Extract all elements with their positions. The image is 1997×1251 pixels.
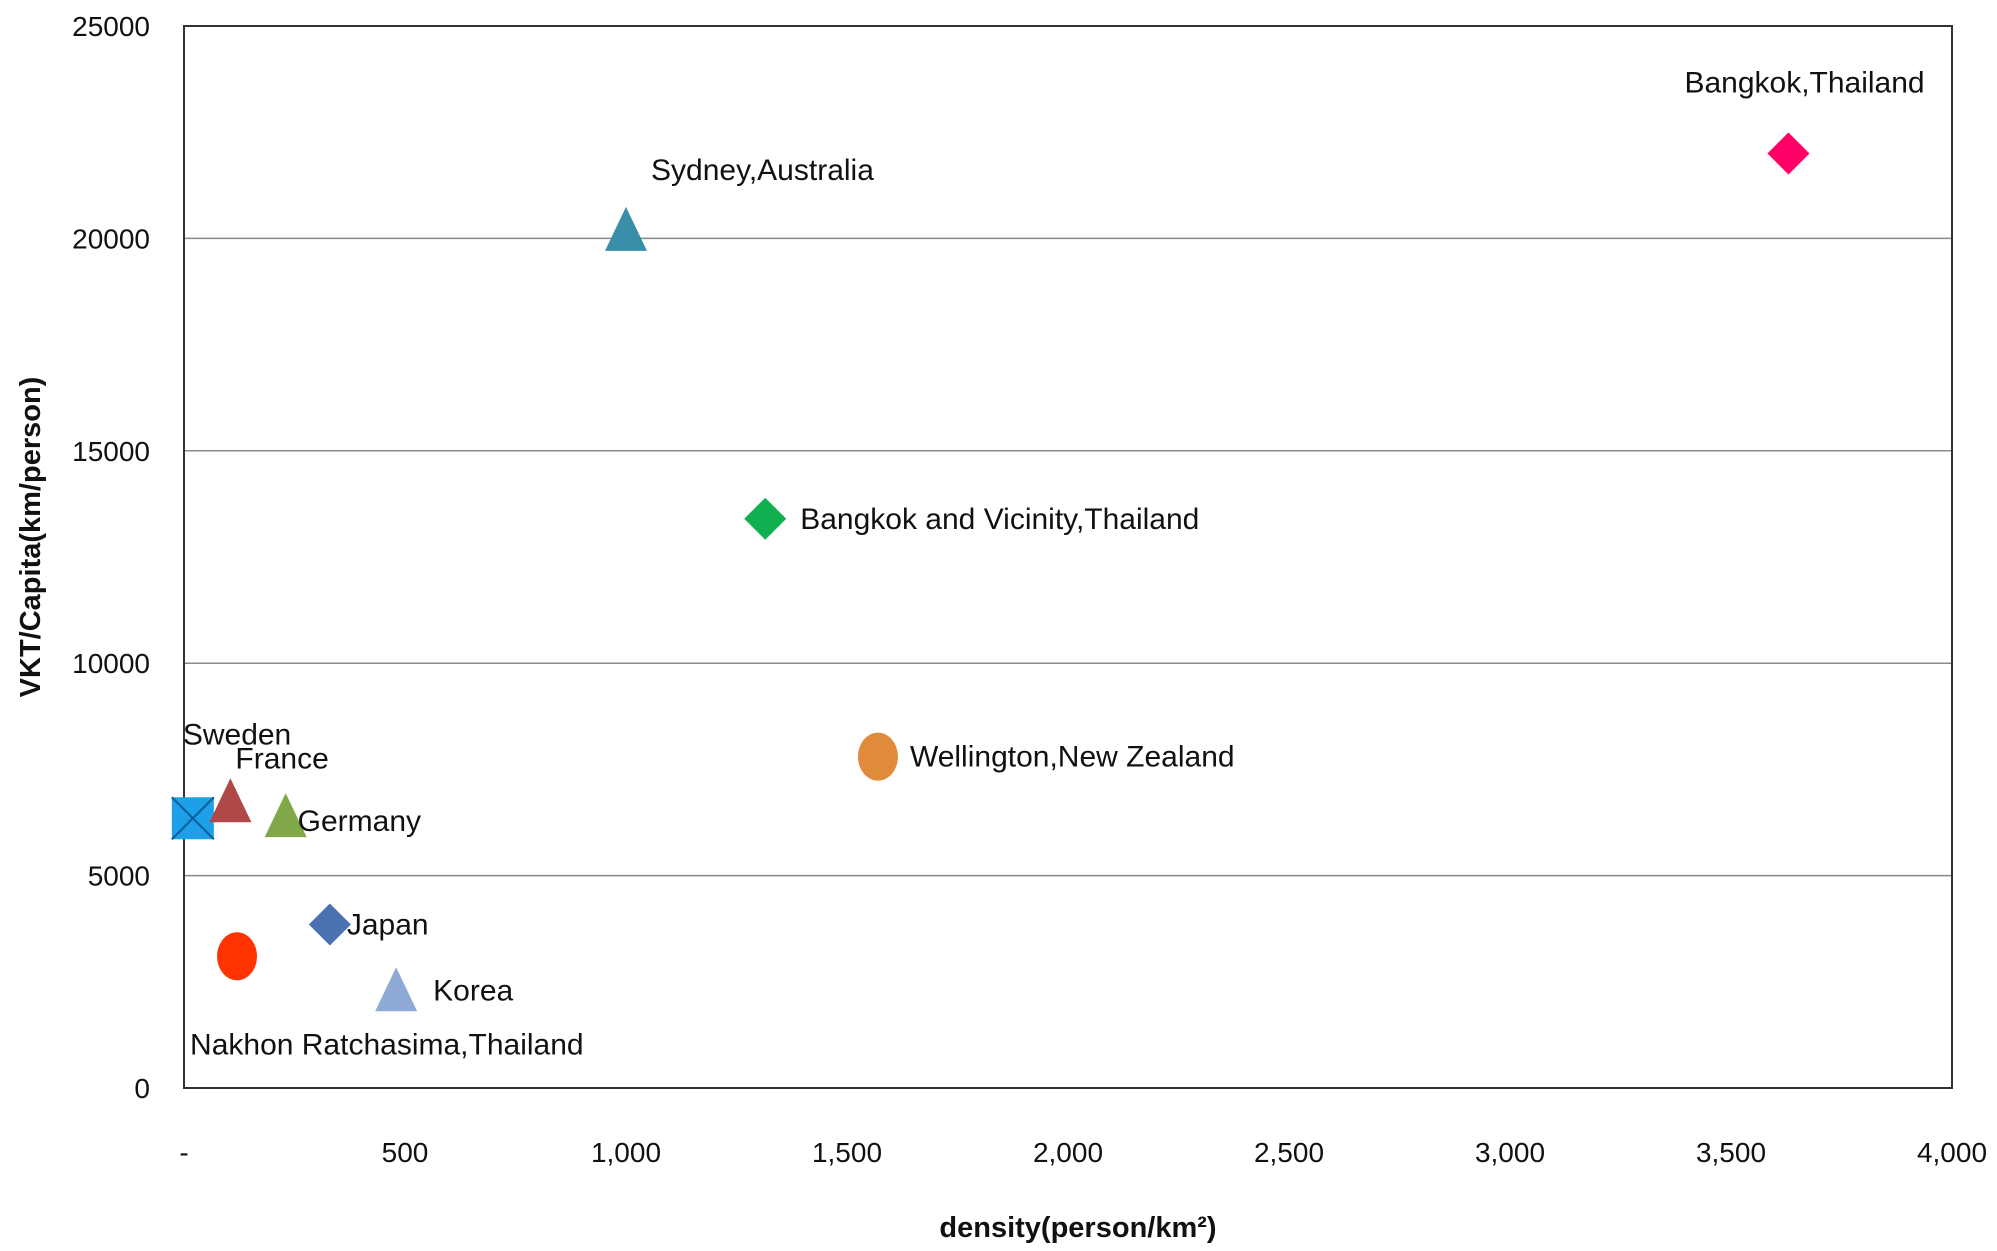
data-label: Korea: [433, 974, 513, 1007]
data-point-korea: [375, 967, 418, 1012]
data-point-bangkok-thailand: [1767, 132, 1810, 175]
x-axis-title: density(person/km²): [939, 1212, 1216, 1244]
y-axis-title: VKT/Capita(km/person): [15, 377, 47, 698]
data-label: Japan: [347, 908, 429, 941]
data-label: Bangkok,Thailand: [1684, 66, 1924, 99]
x-tick-label: 4,000: [1917, 1137, 1987, 1168]
data-label: Bangkok and Vicinity,Thailand: [800, 503, 1199, 536]
plot-area: [183, 25, 1953, 1089]
x-axis-ticks: - 500 1,000 1,500 2,000 2,500 3,000 3,500 4,000: [179, 1137, 1987, 1168]
data-point-sydney-australia: [605, 206, 647, 251]
x-tick-label: 1,000: [591, 1137, 661, 1168]
x-tick-label: 500: [382, 1137, 429, 1168]
gridlines: [184, 237, 1952, 877]
data-label: Sydney,Australia: [651, 154, 874, 187]
x-tick-label: 1,500: [812, 1137, 882, 1168]
y-tick-label: 20000: [72, 223, 150, 254]
data-point-sweden: [171, 796, 215, 840]
data-label: Wellington,New Zealand: [910, 741, 1235, 774]
x-tick-label: 2,500: [1254, 1137, 1324, 1168]
data-label: Germany: [298, 805, 421, 838]
data-point-nakhon-ratchasima-thailand: [217, 932, 258, 981]
x-tick-label: -: [179, 1137, 188, 1168]
x-tick-label: 2,000: [1033, 1137, 1103, 1168]
y-tick-label: 0: [134, 1073, 150, 1104]
data-point-wellington-new-zealand: [857, 732, 898, 781]
data-point-germany: [264, 793, 307, 838]
data-point-france: [209, 778, 252, 823]
y-axis-ticks: 0 5000 10000 15000 20000 25000: [72, 11, 150, 1104]
data-point-japan: [308, 903, 351, 946]
data-point-labels: Bangkok,Thailand Sydney,Australia Bangkok …: [183, 66, 1925, 1061]
y-tick-label: 10000: [72, 648, 150, 679]
x-tick-label: 3,000: [1475, 1137, 1545, 1168]
y-tick-label: 15000: [72, 436, 150, 467]
y-tick-label: 25000: [72, 11, 150, 42]
data-points: [171, 132, 1810, 1012]
data-label: Nakhon Ratchasima,Thailand: [190, 1028, 584, 1061]
data-label: France: [235, 742, 328, 775]
data-label: Sweden: [183, 718, 291, 751]
y-tick-label: 5000: [88, 861, 150, 892]
data-point-bangkok-and-vicinity-thailand: [744, 497, 787, 540]
x-tick-label: 3,500: [1696, 1137, 1766, 1168]
